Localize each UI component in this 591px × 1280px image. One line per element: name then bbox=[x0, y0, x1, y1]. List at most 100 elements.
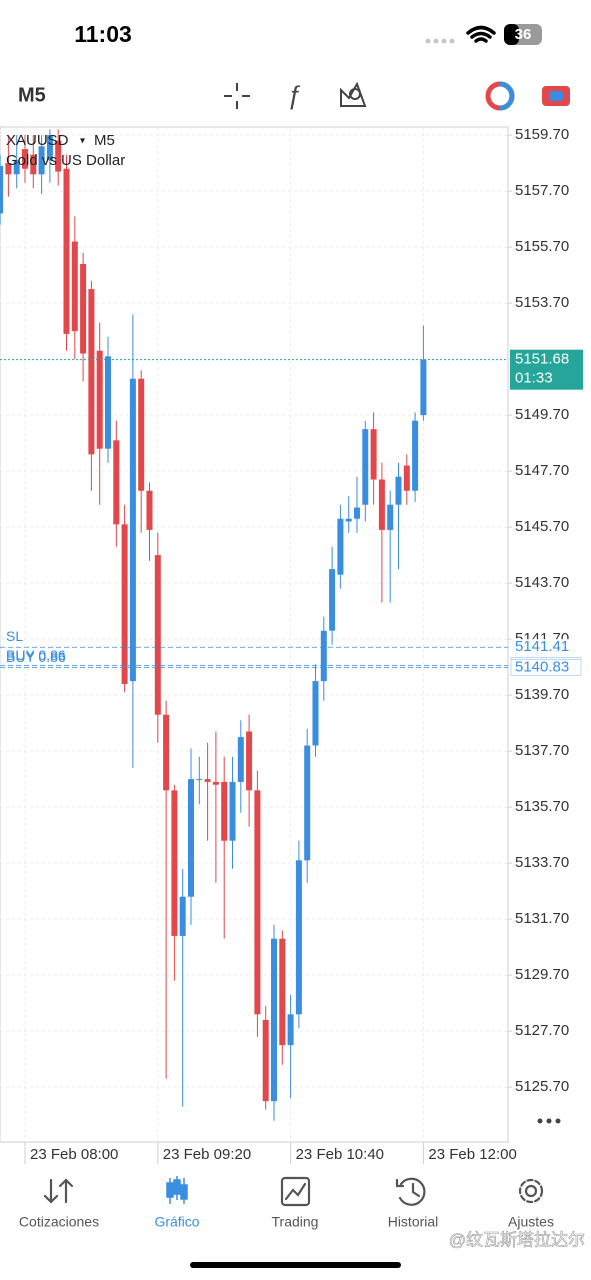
account-icon[interactable] bbox=[542, 86, 570, 106]
tab-icons bbox=[43, 1176, 544, 1207]
order-price: 5140.83 bbox=[515, 658, 569, 675]
symbol-dropdown[interactable]: ▾ bbox=[80, 136, 85, 147]
candle-body bbox=[0, 165, 4, 214]
bid-price: 5151.68 bbox=[515, 351, 569, 368]
objects-icon[interactable] bbox=[340, 81, 367, 107]
tab-label[interactable]: Trading bbox=[272, 1214, 319, 1230]
chart-timeframe: M5 bbox=[94, 132, 115, 149]
order-price-box bbox=[511, 639, 581, 656]
candle-body bbox=[246, 731, 253, 791]
candle-body bbox=[38, 146, 45, 175]
x-tick-label: 23 Feb 12:00 bbox=[428, 1146, 516, 1163]
chart-frame bbox=[0, 126, 509, 1143]
tab-label[interactable]: Gráfico bbox=[154, 1214, 199, 1230]
watermark: @纹瓦斯塔拉达尔 bbox=[449, 1230, 585, 1249]
candle-body bbox=[88, 289, 95, 455]
bid-box bbox=[510, 349, 583, 390]
battery-text: 36 bbox=[515, 26, 532, 43]
candle-body bbox=[188, 779, 194, 897]
chart-symbol: XAUUSD bbox=[6, 132, 69, 149]
tab-label[interactable]: Cotizaciones bbox=[19, 1214, 99, 1230]
candle-body bbox=[395, 476, 402, 505]
candle-body bbox=[30, 154, 37, 175]
order-label: SL bbox=[6, 628, 23, 644]
bid-timer: 01:33 bbox=[515, 370, 553, 387]
y-tick-label: 5137.70 bbox=[515, 742, 569, 759]
candle-body bbox=[320, 630, 327, 682]
home-indicator bbox=[190, 1262, 401, 1268]
candle-body bbox=[22, 149, 28, 169]
chart: 5159.705157.705155.705153.705151.705149.… bbox=[0, 126, 583, 1164]
y-tick-label: 5135.70 bbox=[515, 798, 569, 815]
candle-body bbox=[354, 507, 360, 519]
x-tick-label: 23 Feb 09:20 bbox=[163, 1146, 251, 1163]
chart-description: Gold vs US Dollar bbox=[6, 152, 125, 169]
x-tick-label: 23 Feb 10:40 bbox=[296, 1146, 384, 1163]
candle-body bbox=[254, 790, 261, 1015]
more-button[interactable] bbox=[537, 1118, 561, 1124]
candle-body bbox=[179, 896, 186, 936]
order-price: 5141.41 bbox=[515, 638, 569, 655]
candle-body bbox=[121, 524, 128, 684]
candle-body bbox=[204, 779, 211, 782]
candle-body bbox=[312, 681, 319, 746]
tab-label[interactable]: Ajustes bbox=[508, 1214, 554, 1230]
candle-body bbox=[163, 714, 170, 791]
candle-body bbox=[420, 359, 427, 416]
y-tick-label: 5127.70 bbox=[515, 1022, 569, 1039]
candle-body bbox=[229, 781, 236, 841]
battery-level bbox=[504, 24, 519, 45]
candle-body bbox=[63, 168, 70, 334]
candle-body bbox=[387, 504, 394, 530]
y-tick-label: 5133.70 bbox=[515, 854, 569, 871]
y-tick-label: 5129.70 bbox=[515, 966, 569, 983]
crosshair-icon[interactable] bbox=[224, 83, 250, 109]
order-label: BUY 0.86 bbox=[6, 649, 66, 665]
candle-body bbox=[271, 938, 277, 1102]
candle-body bbox=[212, 781, 219, 785]
candle-body bbox=[80, 263, 87, 354]
candle-body bbox=[46, 135, 53, 161]
candle-body bbox=[237, 737, 244, 782]
y-tick-label: 5149.70 bbox=[515, 406, 569, 423]
candle-body bbox=[13, 160, 20, 175]
y-tick-label: 5131.70 bbox=[515, 910, 569, 927]
candle-body bbox=[295, 860, 302, 1015]
candle-body bbox=[378, 479, 385, 530]
y-tick-label: 5159.70 bbox=[515, 126, 569, 143]
candle-body bbox=[129, 378, 136, 682]
candle-body bbox=[154, 555, 161, 715]
wifi-icon bbox=[466, 25, 496, 43]
candle-body bbox=[96, 350, 103, 449]
y-tick-label: 5153.70 bbox=[515, 294, 569, 311]
candle-body bbox=[337, 518, 344, 575]
tab-bar: Cotizaciones Gráfico Trading Historial Ajust… bbox=[19, 1214, 554, 1230]
candle-body bbox=[5, 163, 12, 175]
candle-body bbox=[287, 1014, 294, 1046]
status-time: 11:03 bbox=[74, 21, 132, 47]
candle-body bbox=[345, 518, 352, 522]
candle-body bbox=[304, 745, 311, 861]
order-label: BUY 0.86 bbox=[6, 647, 66, 663]
tab-label[interactable]: Historial bbox=[388, 1214, 439, 1230]
indicators-icon[interactable]: ƒ bbox=[287, 80, 301, 110]
y-tick-label: 5143.70 bbox=[515, 574, 569, 591]
timeframe-button[interactable]: M5 bbox=[18, 84, 46, 106]
candle-body bbox=[329, 569, 336, 631]
y-tick-label: 5157.70 bbox=[515, 182, 569, 199]
candle-body bbox=[279, 938, 286, 1046]
trade-icon[interactable] bbox=[485, 81, 515, 111]
candle-body bbox=[370, 429, 377, 480]
x-tick-label: 23 Feb 08:00 bbox=[30, 1146, 118, 1163]
candle-body bbox=[362, 429, 369, 505]
candle-body bbox=[196, 779, 203, 781]
candle-body bbox=[412, 420, 419, 491]
candle-body bbox=[55, 140, 62, 172]
candle-body bbox=[171, 790, 178, 936]
candle-body bbox=[221, 781, 228, 841]
y-tick-label: 5147.70 bbox=[515, 462, 569, 479]
candle-body bbox=[146, 490, 153, 530]
candle-body bbox=[71, 241, 78, 332]
candle-body bbox=[105, 356, 111, 449]
